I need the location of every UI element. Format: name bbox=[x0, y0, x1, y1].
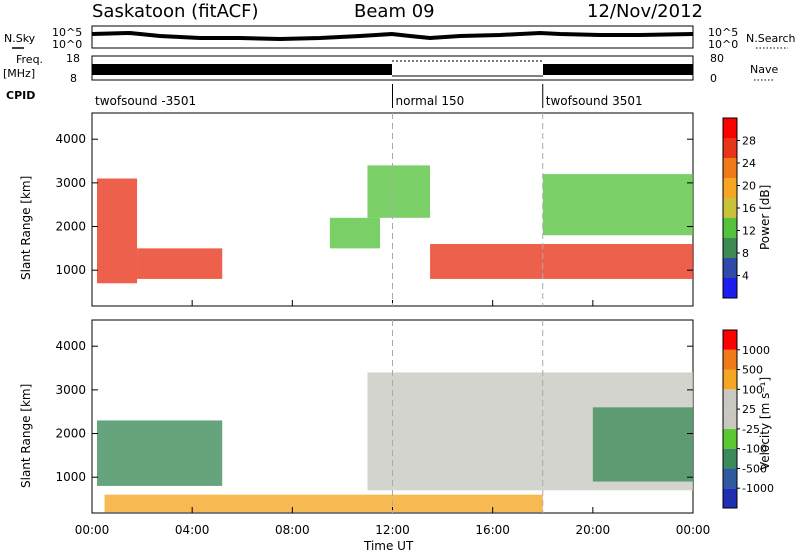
x-tick-label: 12:00 bbox=[375, 523, 410, 537]
colorbar-cell bbox=[723, 218, 737, 238]
colorbar-cell bbox=[723, 409, 737, 429]
y-ticks: 1000 2000 3000 4000 1000 2000 3000 4000 bbox=[55, 132, 693, 484]
freq-tick-top: 18 bbox=[66, 52, 80, 65]
colorbar-tick-label: 12 bbox=[742, 225, 756, 238]
colorbar-tick-label: 1000 bbox=[742, 344, 770, 357]
colorbar-cell bbox=[723, 178, 737, 198]
x-tick-label: 08:00 bbox=[275, 523, 310, 537]
nsearch-tick-bottom: 10^0 bbox=[708, 38, 738, 51]
colorbar-cell bbox=[723, 158, 737, 178]
nsky-label: N.Sky bbox=[4, 32, 36, 45]
power-ylabel: Slant Range [km] bbox=[19, 176, 33, 280]
cpid-segment-label: twofsound 3501 bbox=[546, 94, 643, 108]
colorbar-cell bbox=[723, 349, 737, 370]
colorbar-tick-label: 28 bbox=[742, 135, 756, 148]
colorbar-cell bbox=[723, 278, 737, 298]
colorbar-cell bbox=[723, 118, 737, 138]
site-title: Saskatoon (fitACF) bbox=[92, 1, 259, 22]
nave-tick-top: 80 bbox=[710, 52, 724, 65]
colorbar-cell bbox=[723, 428, 737, 449]
y-tick-label: 3000 bbox=[55, 176, 86, 190]
colorbar-tick-label: 24 bbox=[742, 157, 756, 170]
colorbar-tick-label: 100 bbox=[742, 383, 763, 396]
colorbar-cell bbox=[723, 330, 737, 350]
y-tick-label: 1000 bbox=[55, 470, 86, 484]
colorbar-cell bbox=[723, 448, 737, 469]
velocity-colorbar: 1000 500 100 25 -25 -100 -500 -1000 bbox=[722, 329, 774, 509]
colorbar-cell bbox=[723, 258, 737, 278]
power-colorbar: 4 8 12 16 20 24 28 bbox=[722, 117, 756, 299]
colorbar-tick-label: 4 bbox=[742, 270, 749, 283]
nave-label: Nave bbox=[750, 63, 778, 76]
y-tick-label: 4000 bbox=[55, 339, 86, 353]
freq-label: Freq. bbox=[16, 53, 43, 66]
cpid-label: CPID bbox=[6, 89, 35, 102]
heatmap-region bbox=[104, 494, 543, 513]
nsky-tick-bottom: 10^0 bbox=[52, 38, 82, 51]
velocity-colorbar-label: Velocity [m s⁻¹] bbox=[758, 377, 772, 470]
colorbar-tick-label: 500 bbox=[742, 364, 763, 377]
heatmap-region bbox=[542, 174, 693, 236]
heatmap-region bbox=[97, 178, 138, 284]
colorbar-tick-label: 8 bbox=[742, 247, 749, 260]
date-title: 12/Nov/2012 bbox=[587, 1, 703, 22]
x-ticks: 00:00 04:00 08:00 12:00 16:00 20:00 00:00 bbox=[75, 113, 711, 537]
colorbar-frame bbox=[722, 329, 738, 509]
colorbar-tick-label: 16 bbox=[742, 202, 756, 215]
colorbar-cell bbox=[723, 389, 737, 410]
nsky-tick-top: 10^5 bbox=[52, 26, 82, 39]
colorbar-tick-label: 25 bbox=[742, 403, 756, 416]
cpid-segment-label: twofsound -3501 bbox=[95, 94, 196, 108]
y-tick-label: 2000 bbox=[55, 220, 86, 234]
heatmap-region bbox=[137, 248, 223, 279]
beam-title: Beam 09 bbox=[354, 1, 435, 22]
heatmap-region bbox=[367, 165, 431, 218]
colorbar-cell bbox=[723, 369, 737, 390]
y-tick-label: 3000 bbox=[55, 383, 86, 397]
x-tick-label: 00:00 bbox=[676, 523, 711, 537]
freq-unit: [MHz] bbox=[3, 67, 35, 80]
x-tick-label: 04:00 bbox=[175, 523, 210, 537]
power-colorbar-label: Power [dB] bbox=[758, 185, 772, 250]
y-tick-label: 2000 bbox=[55, 427, 86, 441]
x-tick-label: 20:00 bbox=[576, 523, 611, 537]
x-tick-label: 16:00 bbox=[475, 523, 510, 537]
heatmap-region bbox=[592, 407, 693, 482]
colorbar-tick-label: -1000 bbox=[742, 482, 774, 495]
colorbar-cell bbox=[723, 238, 737, 258]
freq-block-1 bbox=[92, 64, 392, 75]
colorbar-cell bbox=[723, 198, 737, 218]
nave-tick-bottom: 0 bbox=[710, 72, 717, 85]
heatmap-region bbox=[97, 420, 223, 486]
power-heatmap bbox=[97, 165, 693, 284]
y-tick-label: 4000 bbox=[55, 132, 86, 146]
cpid-strip: twofsound -3501 normal 150 twofsound 3501 bbox=[95, 84, 643, 108]
heatmap-region bbox=[430, 243, 693, 279]
freq-tick-bottom: 8 bbox=[70, 72, 77, 85]
nsearch-label: N.Search bbox=[746, 32, 796, 45]
heatmap-region bbox=[329, 217, 380, 249]
x-axis-label: Time UT bbox=[363, 539, 414, 553]
colorbar-tick-label: -500 bbox=[742, 462, 767, 475]
colorbar-cell bbox=[723, 138, 737, 158]
colorbar-cell bbox=[723, 488, 737, 508]
colorbar-tick-label: 20 bbox=[742, 180, 756, 193]
colorbar-tick-label: -25 bbox=[742, 423, 760, 436]
velocity-heatmap bbox=[97, 372, 693, 513]
colorbar-cell bbox=[723, 468, 737, 489]
colorbar-tick-label: -100 bbox=[742, 443, 767, 456]
freq-block-2 bbox=[543, 64, 693, 75]
cpid-segment-label: normal 150 bbox=[396, 94, 465, 108]
x-tick-label: 00:00 bbox=[75, 523, 110, 537]
nsky-trace bbox=[91, 30, 694, 42]
nsearch-tick-top: 10^5 bbox=[708, 26, 738, 39]
y-tick-label: 1000 bbox=[55, 263, 86, 277]
velocity-ylabel: Slant Range [km] bbox=[19, 384, 33, 488]
